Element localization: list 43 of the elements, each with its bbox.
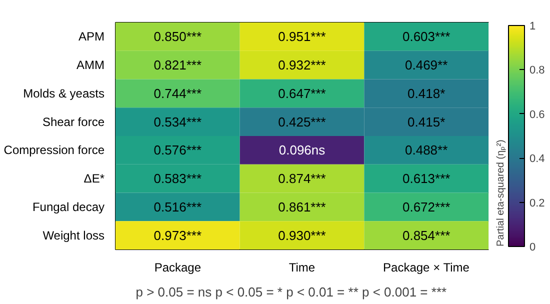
data-label: 0.874*** [278,171,326,186]
data-label: 0.603*** [402,29,450,44]
data-label: 0.930*** [278,228,326,243]
y-tick-label: APM [78,30,105,44]
data-label: 0.516*** [154,199,202,214]
data-label: 0.418* [408,86,446,101]
y-tick-label: Fungal decay [32,200,104,214]
data-label: 0.583*** [154,171,202,186]
data-label: 0.854*** [402,228,450,243]
y-tick-label: Compression force [4,143,105,158]
data-label: 0.951*** [278,29,326,44]
data-label: 0.647*** [278,86,326,101]
x-tick-label: Package [154,260,202,274]
data-label: 0.973*** [154,228,202,243]
data-label: 0.534*** [154,114,202,130]
color-bar-title: Partial eta-squared (ηₚ²) [496,140,506,246]
data-label: 0.932*** [278,58,326,73]
y-tick-label: Molds & yeasts [23,86,105,100]
data-label: 0.861*** [278,199,326,214]
color-bar-label: 0 [530,242,536,254]
color-bar-label: 0.4 [530,153,545,166]
x-tick-label: Time [288,260,316,274]
data-label: 0.821*** [154,58,202,73]
data-label: 0.425*** [278,114,326,130]
data-label: 0.744*** [154,86,202,101]
y-tick-label: Weight loss [42,228,105,242]
color-bar-label: 0.8 [530,64,545,77]
x-tick-label: Package × Time [383,260,470,274]
color-bar-label: 1 [530,20,536,32]
data-label: 0.415* [408,114,446,130]
color-bar-label: 0.2 [530,197,545,210]
y-tick-label: Shear force [42,114,105,129]
data-label: 0.613*** [402,171,450,186]
color-bar-label: 0.6 [530,108,545,121]
data-label: 0.672*** [402,199,450,214]
y-tick-label: ΔE* [84,172,105,186]
data-label: 0.488** [405,142,448,158]
data-label: 0.469** [405,58,448,73]
y-tick-label: AMM [76,58,105,72]
text: p > 0.05 = ns p < 0.05 = * p < 0.01 = ** p < 0.001 = *** [136,284,447,300]
data-label: 0.096ns [278,142,326,158]
data-label: 0.576*** [154,142,202,158]
data-label: 0.850*** [154,29,202,44]
